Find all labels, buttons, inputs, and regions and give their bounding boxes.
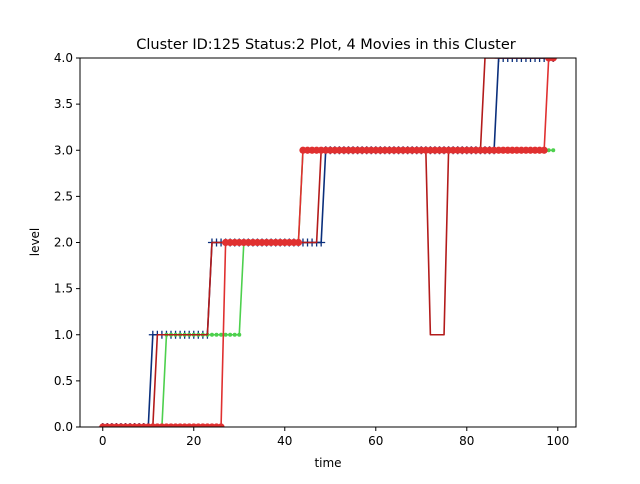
y-tick-label: 3.5 (54, 97, 73, 111)
series-2-point (209, 332, 214, 337)
series-2-point (237, 332, 242, 337)
series-1-point (508, 58, 517, 62)
x-tick-label: 20 (186, 434, 201, 448)
series-1-point (503, 58, 512, 62)
y-tick-label: 4.0 (54, 51, 73, 65)
y-tick-label: 2.5 (54, 189, 73, 203)
series-4-point (217, 423, 225, 427)
x-axis: 0 20 40 60 80 100 (99, 427, 569, 448)
series-4 (99, 58, 557, 427)
y-tick-label: 0.5 (54, 374, 73, 388)
x-tick-label: 0 (99, 434, 107, 448)
y-tick-label: 1.0 (54, 328, 73, 342)
x-tick-label: 60 (368, 434, 383, 448)
series-1-point (531, 58, 540, 62)
series-1-point (499, 58, 508, 62)
y-tick-label: 2.0 (54, 236, 73, 250)
series-1-point (494, 58, 503, 62)
series-4-point (294, 238, 303, 247)
series-1-point (517, 58, 526, 62)
series-2-point (223, 332, 228, 337)
series-2-point (546, 148, 551, 153)
series-2-point (232, 332, 237, 337)
y-axis-label: level (28, 228, 42, 257)
series-2-point (214, 332, 219, 337)
y-tick-label: 0.0 (54, 420, 73, 434)
x-tick-label: 80 (459, 434, 474, 448)
series-2-point (228, 332, 233, 337)
x-tick-label: 100 (546, 434, 569, 448)
series-1-point (521, 58, 530, 62)
series-4-point (549, 58, 557, 62)
series-2-point (551, 148, 556, 153)
y-tick-label: 1.5 (54, 282, 73, 296)
x-axis-label: time (314, 456, 341, 470)
series-2-point (219, 332, 224, 337)
y-axis: 0.0 0.5 1.0 1.5 2.0 2.5 3.0 3.5 4.0 (54, 51, 80, 434)
x-tick-label: 40 (277, 434, 292, 448)
series-4-point (540, 146, 548, 154)
y-tick-label: 3.0 (54, 143, 73, 157)
series-1-point (535, 58, 544, 62)
chart-title: Cluster ID:125 Status:2 Plot, 4 Movies i… (136, 37, 515, 53)
series-1-point (526, 58, 535, 62)
series-1-point (512, 58, 521, 62)
series-layer (98, 58, 558, 427)
series-1-point (540, 58, 549, 62)
series-1-point (317, 238, 326, 247)
